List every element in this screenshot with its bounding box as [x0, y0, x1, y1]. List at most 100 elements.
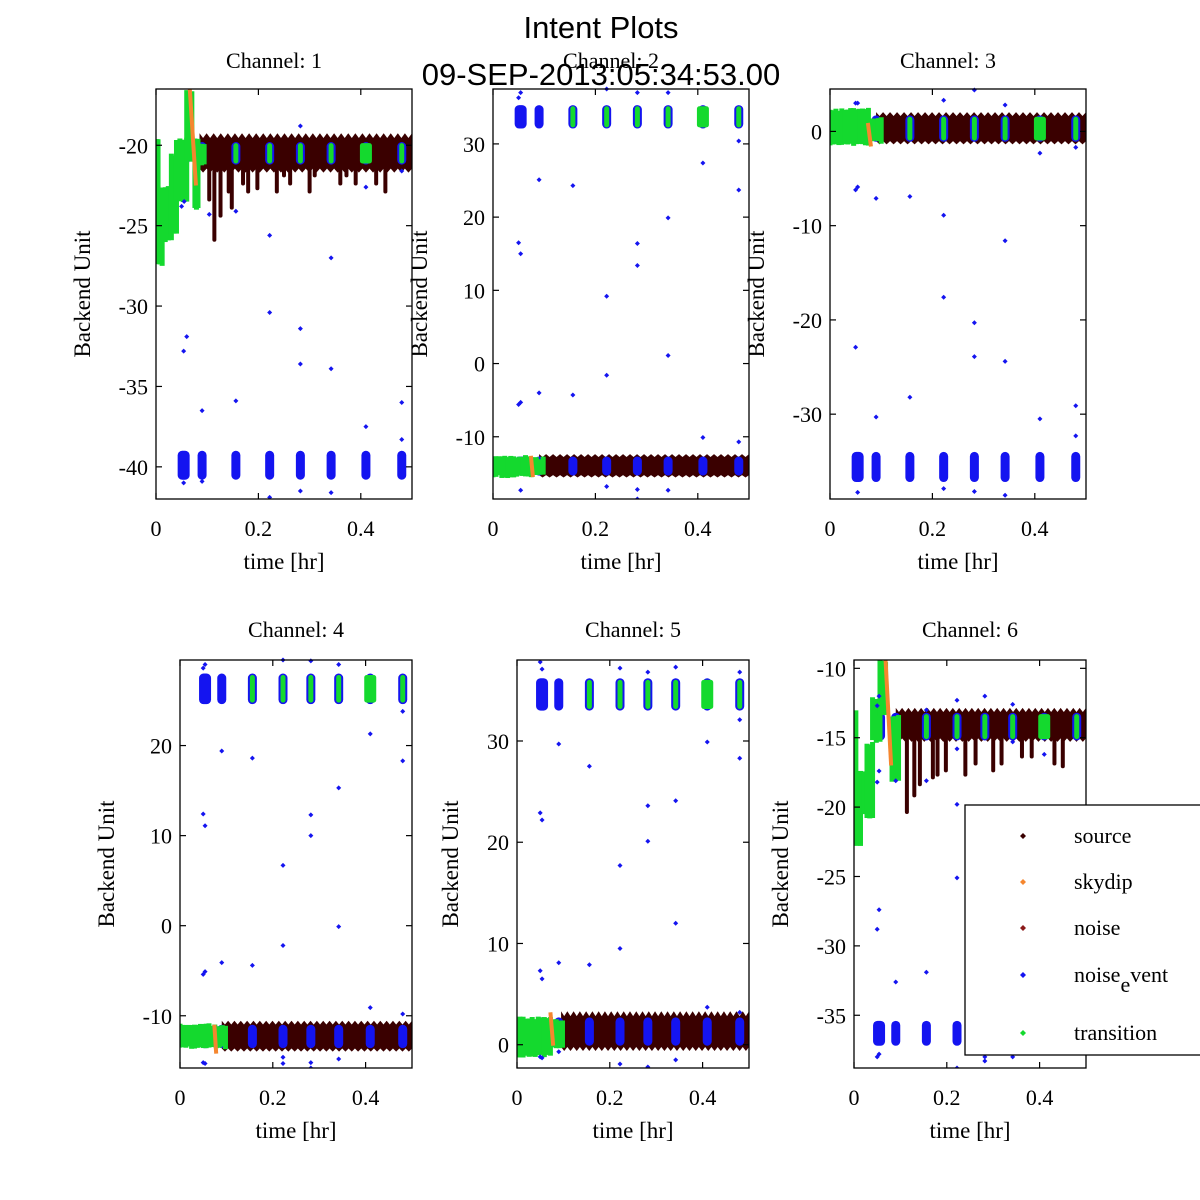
noise-event-point [665, 215, 671, 221]
noise-event-point [556, 1049, 562, 1055]
noise-event-point [1073, 403, 1079, 409]
x-tick-label: 0 [849, 1085, 860, 1110]
transition-mark [514, 457, 520, 477]
transition-mark [541, 1017, 547, 1058]
noise-event-cluster [939, 451, 949, 483]
noise-event-point [249, 755, 255, 761]
noise-event-point [941, 294, 947, 300]
x-axis-label: time [hr] [929, 1118, 1010, 1143]
legend-marker-icon [1020, 879, 1026, 885]
transition-mark [201, 144, 207, 165]
noise-event-point [181, 348, 187, 354]
x-tick-label: 0 [512, 1085, 523, 1110]
transition-cluster [923, 714, 929, 740]
y-tick-label: -25 [817, 864, 846, 889]
noise-event-point [736, 439, 742, 445]
panel-channel-4: 0 0.2 0.4 20 10 0 -10 Channel: 4 time [hr] Backen… [94, 617, 413, 1143]
panel-channel-5: 0 0.2 0.4 30 20 10 0 Channel: 5 time [hr] Backend… [438, 617, 750, 1143]
noise-event-point [873, 414, 879, 420]
noise-event-point [923, 707, 929, 713]
source-drop [274, 153, 279, 194]
source-drop [991, 725, 996, 773]
noise-event-cluster [702, 1017, 712, 1046]
transition-mark [535, 1016, 541, 1056]
noise-event-point [737, 717, 743, 723]
noise-event-point [399, 437, 405, 443]
noise-event-point [202, 662, 208, 668]
axes-box [155, 88, 413, 500]
x-tick-label: 0.2 [245, 516, 273, 541]
noise-event-cluster [199, 673, 212, 705]
panel-title: Channel: 5 [585, 617, 681, 642]
legend: source skydip noise noiseevent transition [964, 804, 1200, 1056]
noise-event-cluster [873, 1020, 886, 1046]
transition-cluster [570, 106, 576, 128]
y-axis-label: Backend Unit [407, 230, 432, 358]
transition-mark [520, 1016, 526, 1058]
transition-mark [209, 1025, 215, 1048]
noise-event-cluster [905, 451, 915, 483]
skydip-trace [865, 122, 873, 147]
noise-event-cluster [871, 451, 881, 483]
transition-mark [877, 660, 883, 716]
x-tick-label: 0.2 [919, 516, 947, 541]
transition-mark [195, 138, 201, 209]
transition-mark [523, 1018, 529, 1056]
noise-event-point [328, 366, 334, 372]
noise-event-point [874, 703, 880, 709]
x-tick-label: 0.4 [1021, 516, 1049, 541]
transition-mark [532, 1019, 538, 1057]
transition-mark [553, 1019, 559, 1049]
noise-event-point [617, 946, 623, 952]
noise-event-point [536, 390, 542, 396]
x-tick-label: 0.2 [933, 1085, 961, 1110]
noise-event-point [700, 435, 706, 440]
skydip-trace [528, 455, 535, 478]
transition-cluster [1074, 714, 1080, 740]
transition-mark [556, 1020, 562, 1049]
noise-event-point [982, 1058, 988, 1064]
noise-event-cluster [197, 450, 207, 480]
transition-cluster [645, 679, 651, 710]
transition-mark [502, 455, 508, 478]
transition-mark [525, 456, 531, 477]
noise-event-cluster [514, 105, 527, 129]
transition-mark [192, 1024, 197, 1049]
x-tick-label: 0.4 [684, 516, 712, 541]
noise-event-point [516, 240, 522, 246]
transition-mark [206, 1023, 212, 1048]
y-axis-label: Backend Unit [768, 800, 793, 928]
transition-mark [173, 139, 179, 200]
source-drop [973, 725, 978, 766]
transition-mark [839, 108, 845, 145]
x-tick-label: 0.4 [689, 1085, 717, 1110]
x-axis-label: time [hr] [243, 549, 324, 574]
y-tick-label: -20 [119, 133, 148, 158]
noise-event-point [539, 666, 545, 672]
plot-marks [493, 86, 749, 499]
noise-event-point [617, 863, 623, 869]
noise-event-point [539, 1055, 545, 1061]
x-tick-label: 0.4 [1026, 1085, 1054, 1110]
noise-event-point [954, 875, 960, 881]
noise-event-cluster [1035, 451, 1045, 483]
noise-event-point [876, 693, 882, 699]
noise-event-point [518, 487, 524, 493]
transition-mark [533, 457, 539, 476]
x-axis-label: time [hr] [917, 549, 998, 574]
noise-event-point [954, 746, 960, 752]
noise-event-point [971, 87, 977, 93]
transition-mark [544, 1018, 550, 1055]
noise-event-point [645, 669, 651, 675]
noise-event-point [1002, 238, 1008, 244]
noise-event-point [604, 372, 610, 378]
y-tick-label: 10 [487, 931, 509, 956]
noise-event-point [200, 811, 206, 817]
transition-mark [540, 456, 546, 475]
transition-cluster [982, 714, 988, 740]
noise-event-point [280, 1054, 286, 1060]
noise-event-point [233, 398, 239, 404]
noise-event-point [199, 408, 205, 414]
noise-event-cluster [969, 451, 979, 483]
transition-mark [180, 1024, 186, 1048]
